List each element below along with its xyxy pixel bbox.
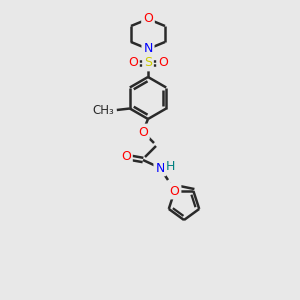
- Text: N: N: [155, 161, 165, 175]
- Text: H: H: [165, 160, 175, 172]
- Text: O: O: [158, 56, 168, 70]
- Text: O: O: [138, 125, 148, 139]
- Text: CH₃: CH₃: [92, 104, 114, 117]
- Text: O: O: [121, 151, 131, 164]
- Text: O: O: [128, 56, 138, 70]
- Text: S: S: [144, 56, 152, 70]
- Text: O: O: [170, 184, 179, 198]
- Text: N: N: [143, 43, 153, 56]
- Text: O: O: [143, 13, 153, 26]
